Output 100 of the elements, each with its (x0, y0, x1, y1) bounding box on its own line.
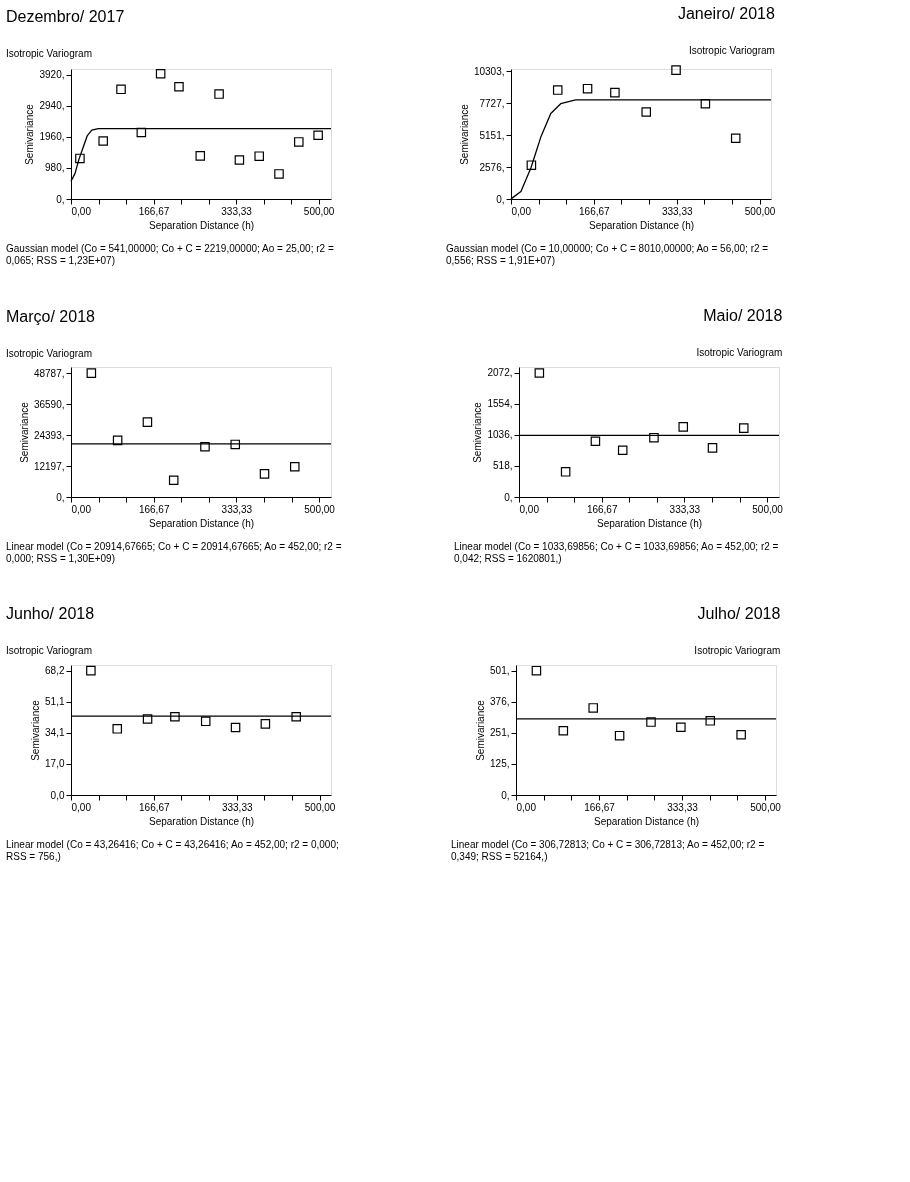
chart-subtitle: Isotropic Variogram (694, 645, 781, 657)
point (676, 722, 686, 733)
point (274, 169, 284, 179)
point (290, 462, 300, 472)
x-tick-label: 500,00 (303, 205, 335, 217)
point (707, 443, 718, 453)
x-tick-label: 0,00 (516, 801, 537, 813)
x-tick-label: 333,33 (221, 503, 253, 515)
point (174, 81, 184, 92)
x-tick-label: 500,00 (744, 205, 776, 217)
y-tick-label: 51,1 (45, 696, 65, 708)
text: Gaussian model (Co = 541,00000; Co + C = 2219,00000; Ao = 25,00; r2 = 0,065; RSS = 1,23E+07) (6, 243, 334, 266)
x-axis-title: Separation Distance (h) (148, 517, 255, 529)
x-tick-label: 0,00 (519, 503, 540, 515)
point (730, 133, 741, 143)
chart-title: Maio/ 2018 (703, 307, 783, 325)
text: Linear model (Co = 20914,67665; Co + C = 20914,67665; Ao = 452,00; r2 = 0,000; RSS = 1,30E+09) (6, 541, 342, 564)
y-tick-label: 2072, (487, 367, 513, 379)
chart-subtitle: Isotropic Variogram (696, 347, 783, 359)
chart-title: Julho/ 2018 (697, 605, 781, 623)
x-tick-label: 0,00 (71, 503, 92, 515)
point (291, 712, 301, 722)
y-tick-label: 1036, (487, 429, 513, 441)
y-tick-label: 251, (490, 727, 510, 739)
y-tick-label: 5151, (479, 129, 505, 141)
y-tick-label: 0, (56, 193, 65, 205)
point (649, 432, 659, 443)
point (168, 475, 179, 486)
point (259, 469, 270, 479)
point (614, 730, 625, 741)
point (313, 130, 323, 141)
point (75, 153, 85, 164)
y-axis-title: Semivariance (475, 699, 487, 761)
point (112, 435, 123, 446)
x-tick-label: 333,33 (221, 205, 253, 217)
y-tick-label: 0, (56, 491, 65, 503)
y-tick-label: 2576, (479, 161, 505, 173)
chart-subtitle: Isotropic Variogram (688, 44, 775, 56)
point (112, 724, 123, 734)
point (254, 151, 264, 161)
x-tick-label: 166,67 (138, 205, 170, 217)
point (700, 99, 711, 109)
chart-title: Junho/ 2018 (6, 605, 95, 623)
chart-title: Dezembro/ 2017 (6, 8, 125, 26)
point (116, 84, 126, 95)
y-tick-label: 0, (501, 789, 510, 801)
chart-subtitle: Isotropic Variogram (6, 48, 92, 60)
y-tick-label: 3920, (39, 69, 65, 81)
x-tick-label: 166,67 (138, 503, 170, 515)
point (170, 712, 180, 722)
point (641, 107, 651, 117)
x-axis-title: Separation Distance (h) (588, 219, 695, 231)
point (582, 83, 593, 94)
point (230, 439, 241, 450)
text: Linear model (Co = 43,26416; Co + C = 43,26416; Ao = 452,00; r2 = 0,000; RSS = 756,) (6, 839, 339, 862)
x-tick-label: 0,00 (71, 801, 92, 813)
x-tick-label: 166,67 (139, 801, 171, 813)
x-tick-label: 500,00 (752, 503, 784, 515)
y-tick-label: 1960, (39, 131, 65, 143)
point (617, 445, 628, 456)
y-tick-label: 0, (496, 193, 505, 205)
y-tick-label: 10303, (473, 65, 505, 77)
x-tick-label: 333,33 (669, 503, 701, 515)
y-axis-title: Semivariance (472, 401, 484, 463)
x-axis-title: Separation Distance (h) (596, 517, 703, 529)
point (86, 368, 97, 378)
y-tick-label: 36590, (33, 398, 65, 410)
point (214, 89, 224, 99)
x-tick-label: 166,67 (579, 205, 611, 217)
point (738, 423, 749, 433)
point (234, 155, 245, 165)
x-axis-title: Separation Distance (h) (148, 815, 255, 827)
point (588, 703, 598, 713)
text: Gaussian model (Co = 10,00000; Co + C = 8010,00000; Ao = 56,00; r2 = 0,556; RSS = 1,91E+07) (446, 243, 769, 266)
y-tick-label: 68,2 (45, 665, 65, 677)
x-tick-label: 166,67 (584, 801, 616, 813)
y-axis-title: Semivariance (30, 699, 42, 761)
point (136, 127, 147, 138)
x-tick-label: 500,00 (750, 801, 782, 813)
y-tick-label: 125, (490, 758, 510, 770)
point (86, 665, 96, 676)
point (531, 665, 542, 676)
y-tick-label: 12197, (33, 460, 65, 472)
y-tick-label: 980, (45, 162, 65, 174)
point (526, 160, 537, 170)
point (646, 717, 656, 727)
y-tick-label: 48787, (33, 367, 65, 379)
y-tick-label: 518, (493, 460, 513, 472)
chart-title: Janeiro/ 2018 (677, 4, 775, 22)
point (671, 65, 681, 75)
y-tick-label: 2940, (39, 100, 65, 112)
x-tick-label: 0,00 (71, 205, 92, 217)
y-tick-label: 0, (504, 491, 513, 503)
point (294, 137, 304, 147)
text: Linear model (Co = 1033,69856; Co + C = 1033,69856; Ao = 452,00; r2 = 0,042; RSS = 1620801,) (454, 541, 779, 564)
y-tick-label: 0,0 (50, 789, 65, 801)
point (534, 368, 545, 378)
x-tick-label: 333,33 (661, 205, 693, 217)
point (155, 68, 166, 79)
point (142, 417, 153, 427)
